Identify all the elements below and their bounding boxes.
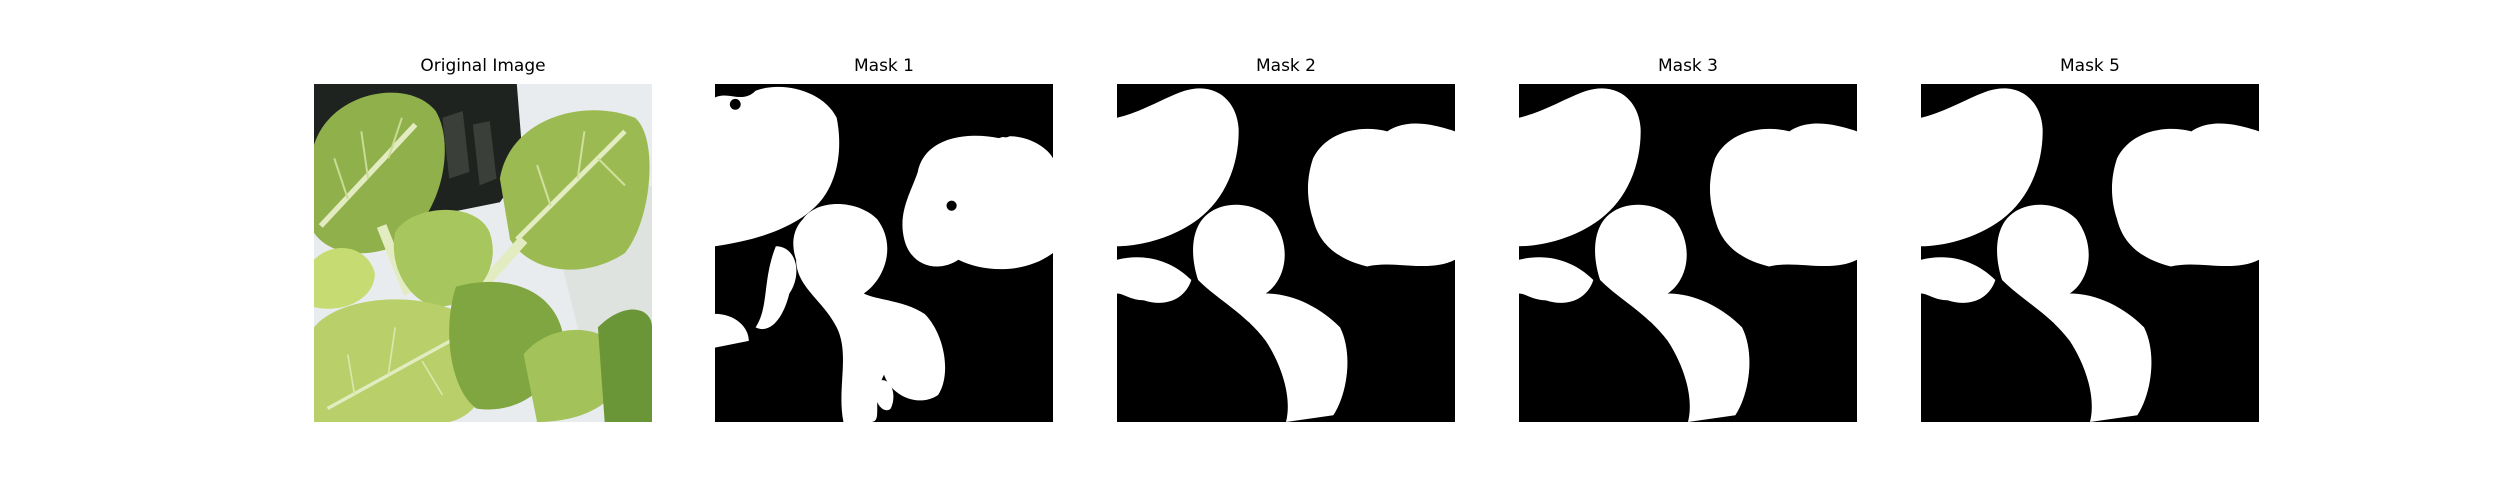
mask-2-image (1117, 84, 1455, 422)
mask-5-image (1921, 84, 2259, 422)
original-plant-photo (314, 84, 652, 422)
panel-title: Mask 1 (853, 56, 914, 76)
mask-1-image (715, 84, 1053, 422)
panel-title: Mask 5 (2059, 56, 2120, 76)
panel-title: Mask 2 (1255, 56, 1316, 76)
panel-title: Mask 3 (1657, 56, 1718, 76)
panel-title: Original Image (420, 56, 546, 76)
mask-3-image (1519, 84, 1857, 422)
